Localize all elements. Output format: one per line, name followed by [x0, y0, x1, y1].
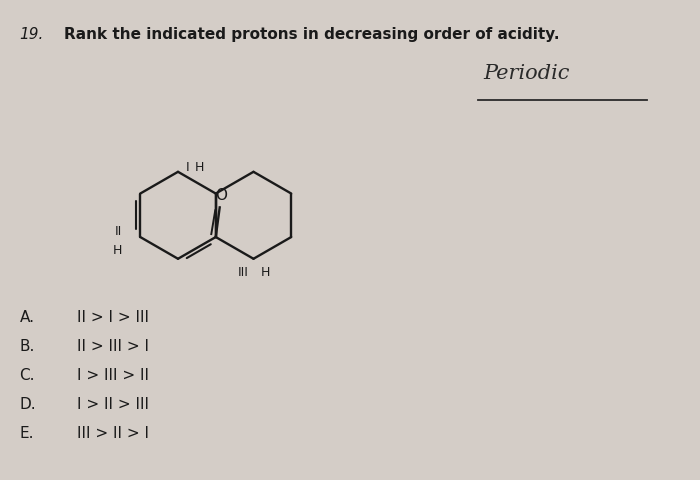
Text: Rank the indicated protons in decreasing order of acidity.: Rank the indicated protons in decreasing… — [64, 27, 560, 43]
Text: Periodic: Periodic — [483, 64, 570, 83]
Text: I > III > II: I > III > II — [77, 368, 149, 383]
Text: I: I — [186, 161, 190, 174]
Text: II > I > III: II > I > III — [77, 310, 149, 324]
Text: D.: D. — [20, 397, 36, 412]
Text: A.: A. — [20, 310, 34, 324]
Text: II > III > I: II > III > I — [77, 339, 149, 354]
Text: H: H — [260, 266, 270, 279]
Text: III > II > I: III > II > I — [77, 426, 149, 441]
Text: H: H — [195, 161, 204, 174]
Text: I > II > III: I > II > III — [77, 397, 149, 412]
Text: 19.: 19. — [20, 27, 44, 43]
Text: C.: C. — [20, 368, 35, 383]
Text: III: III — [238, 266, 248, 279]
Text: B.: B. — [20, 339, 35, 354]
Text: E.: E. — [20, 426, 34, 441]
Text: O: O — [215, 189, 227, 204]
Text: II: II — [116, 225, 122, 238]
Text: H: H — [113, 244, 122, 257]
